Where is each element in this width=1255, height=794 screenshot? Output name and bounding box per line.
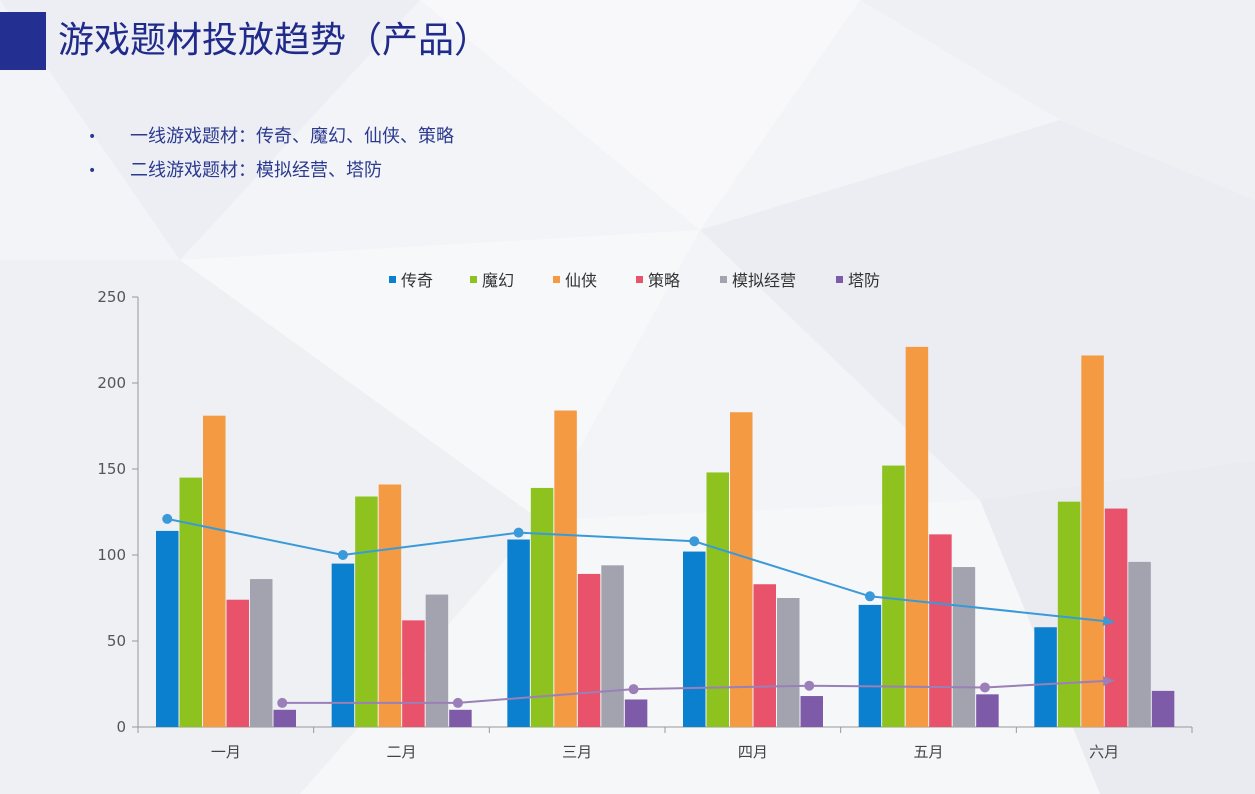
legend-label: 塔防 [848,271,880,290]
legend-swatch [389,276,396,283]
trendline-arrow [1102,615,1115,626]
bar [378,484,402,727]
trendline-point [804,680,815,691]
bullet-dot-icon: • [88,163,97,179]
y-tick-label: 100 [97,546,126,564]
trendline-point [162,513,173,524]
chart-bars [156,346,1175,727]
trendline-point [979,682,990,693]
x-tick-label: 五月 [913,743,943,761]
bullet-text: 一线游戏题材：传奇、魔幻、仙侠、策略 [130,126,454,147]
bar [402,620,425,727]
bar [706,472,729,727]
trendline-point [513,527,524,538]
legend-swatch [553,276,560,283]
trendline-point [864,591,875,602]
chart-axes: 0 50 100 150 200 250 一月 二月 三月 四月 五月 六月 [97,288,1193,761]
x-tick-label: 六月 [1089,743,1119,761]
bar [425,594,449,727]
trendline [282,679,1115,704]
legend-swatch [836,276,843,283]
bar [929,534,952,727]
title-accent-bar [0,12,46,70]
legend-label: 仙侠 [565,271,597,290]
x-tick-label: 一月 [211,743,241,761]
bar [624,699,648,727]
bar [530,487,554,727]
trendline-point [452,697,463,708]
trendline-arrow [1102,676,1115,687]
bar [1104,508,1128,727]
bar [273,709,296,727]
legend-label: 模拟经营 [732,271,796,290]
bar [800,696,823,727]
bar [577,573,601,727]
bar [858,604,882,727]
bar [753,584,776,727]
bar [203,415,226,727]
y-tick-label: 200 [97,374,126,392]
bullet-dot-icon: • [88,129,97,145]
bullet-text: 二线游戏题材：模拟经营、塔防 [130,160,382,181]
trendline-point [337,550,348,560]
x-tick-label: 三月 [562,743,592,761]
legend-swatch [720,276,727,283]
page-title: 游戏题材投放趋势（产品） [58,20,491,61]
bar [683,551,706,727]
y-tick-label: 150 [97,460,126,478]
bullet-list: • 一线游戏题材：传奇、魔幻、仙侠、策略 • 二线游戏题材：模拟经营、塔防 [88,120,454,188]
bar [355,496,378,727]
y-tick-label: 50 [107,632,126,650]
bar [601,565,624,727]
bar [226,599,249,727]
bar [449,709,472,727]
y-tick-label: 0 [116,718,126,736]
bar [905,346,929,727]
bar [156,530,179,727]
legend-label: 魔幻 [482,271,514,290]
bar [1128,561,1151,727]
bar [331,563,355,727]
chart-trendlines [162,513,1115,708]
x-tick-label: 二月 [386,743,416,761]
bar [777,598,800,727]
legend-swatch [636,276,643,283]
bar [1151,690,1175,727]
legend-label: 传奇 [401,271,433,290]
x-tick-label: 四月 [738,743,768,761]
bar [882,465,905,727]
trendline-point [277,697,288,708]
bar [507,539,530,727]
legend-label: 策略 [648,271,680,290]
trendline-point [628,684,639,695]
trendline [167,517,1115,624]
legend-swatch [470,276,477,283]
bar [952,567,976,727]
trendline-point [689,536,700,547]
bar [250,579,273,727]
bar [730,412,753,727]
bullet-item: • 二线游戏题材：模拟经营、塔防 [88,154,454,188]
bullet-item: • 一线游戏题材：传奇、魔幻、仙侠、策略 [88,120,454,154]
bar [1034,627,1057,727]
bar [976,694,999,727]
chart-legend: 传奇 魔幻 仙侠 策略 模拟经营 塔防 [389,271,880,290]
bar [1081,355,1104,727]
bar [554,410,577,727]
y-tick-label: 250 [97,288,126,306]
bar [179,477,202,727]
bar [1057,501,1081,727]
